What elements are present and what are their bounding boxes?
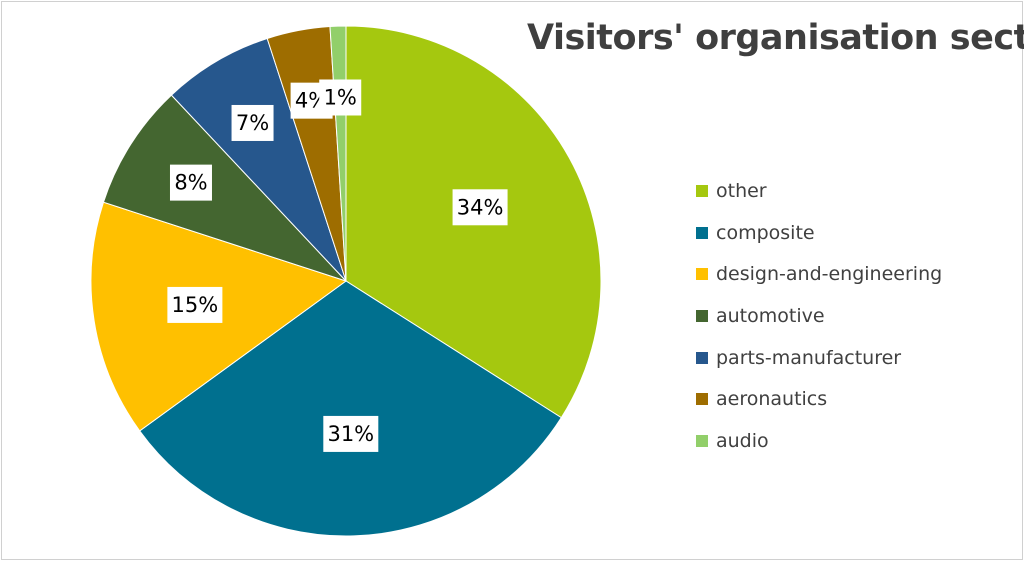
data-label-box bbox=[323, 415, 379, 452]
pie-data-labels: 34%31%15%8%7%4%1% bbox=[167, 79, 508, 452]
legend-label: aeronautics bbox=[716, 388, 828, 411]
data-label-other: 34% bbox=[452, 189, 508, 226]
data-label-text: 7% bbox=[236, 111, 269, 135]
data-label-box bbox=[231, 104, 274, 141]
legend-item-automotive: automotive bbox=[696, 295, 942, 337]
legend-swatch bbox=[696, 393, 708, 406]
data-label-text: 1% bbox=[324, 85, 357, 109]
pie-slice-composite bbox=[139, 280, 562, 537]
pie-slices bbox=[90, 25, 602, 537]
legend-item-other: other bbox=[696, 170, 942, 212]
legend-label: composite bbox=[716, 221, 815, 244]
legend-label: other bbox=[716, 179, 767, 202]
legend-swatch bbox=[696, 434, 708, 447]
legend-item-design-and-engineering: design-and-engineering bbox=[696, 253, 942, 295]
data-label-design-and-engineering: 15% bbox=[167, 286, 223, 323]
legend-swatch bbox=[696, 226, 708, 239]
chart-title: Visitors' organisation sector bbox=[527, 18, 1024, 58]
data-label-automotive: 8% bbox=[169, 164, 212, 201]
legend-swatch bbox=[696, 184, 708, 197]
legend-label: parts-manufacturer bbox=[716, 346, 902, 369]
legend-label: design-and-engineering bbox=[716, 263, 943, 286]
data-label-text: 8% bbox=[174, 171, 207, 195]
legend-swatch bbox=[696, 268, 708, 281]
legend-label: audio bbox=[716, 429, 769, 452]
data-label-box bbox=[452, 189, 508, 226]
data-label-text: 15% bbox=[172, 293, 219, 317]
legend-label: automotive bbox=[716, 304, 825, 327]
pie-slice-parts-manufacturer bbox=[170, 37, 347, 282]
data-label-parts-manufacturer: 7% bbox=[231, 104, 274, 141]
data-label-composite: 31% bbox=[323, 415, 379, 452]
legend-swatch bbox=[696, 351, 708, 364]
legend-item-composite: composite bbox=[696, 212, 942, 254]
data-label-text: 34% bbox=[457, 195, 504, 219]
legend-swatch bbox=[696, 309, 708, 322]
data-label-box bbox=[169, 164, 212, 201]
chart-legend: other composite design-and-engineering auto… bbox=[696, 170, 942, 462]
data-label-text: 31% bbox=[327, 422, 374, 446]
data-label-box bbox=[167, 286, 223, 323]
data-label-audio: 1% bbox=[319, 79, 362, 116]
data-label-box bbox=[319, 79, 362, 116]
legend-item-parts-manufacturer: parts-manufacturer bbox=[696, 337, 942, 379]
pie-slice-automotive bbox=[102, 94, 347, 282]
legend-item-audio: audio bbox=[696, 420, 942, 462]
legend-item-aeronautics: aeronautics bbox=[696, 378, 942, 420]
